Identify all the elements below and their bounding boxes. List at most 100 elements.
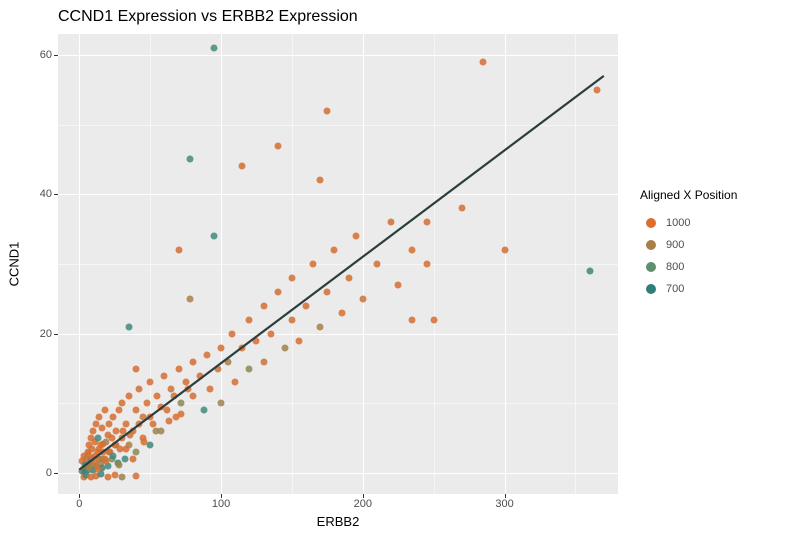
scatter-point: [171, 393, 178, 400]
legend-label: 700: [666, 283, 684, 295]
legend-label: 1000: [666, 217, 690, 229]
scatter-point: [120, 428, 127, 435]
scatter-point: [423, 261, 430, 268]
scatter-point: [165, 417, 172, 424]
scatter-point: [123, 421, 130, 428]
scatter-point: [281, 344, 288, 351]
plot-panel: [58, 34, 618, 494]
y-tick-label: 20: [40, 328, 52, 340]
scatter-point: [274, 142, 281, 149]
y-tick-label: 60: [40, 49, 52, 61]
scatter-point: [189, 393, 196, 400]
scatter-point: [132, 407, 139, 414]
scatter-point: [186, 156, 193, 163]
scatter-point: [189, 358, 196, 365]
scatter-point: [125, 393, 132, 400]
scatter-point: [274, 288, 281, 295]
scatter-point: [388, 219, 395, 226]
legend-swatch: [646, 240, 656, 250]
scatter-point: [409, 316, 416, 323]
legend-row: 1000: [640, 212, 790, 234]
scatter-point: [196, 372, 203, 379]
scatter-point: [175, 247, 182, 254]
scatter-point: [593, 86, 600, 93]
x-tick-label: 0: [76, 498, 82, 510]
scatter-point: [480, 58, 487, 65]
scatter-point: [267, 330, 274, 337]
scatter-point: [338, 309, 345, 316]
scatter-point: [118, 474, 125, 481]
scatter-point: [132, 472, 139, 479]
scatter-point: [430, 316, 437, 323]
scatter-point: [586, 267, 593, 274]
scatter-point: [229, 330, 236, 337]
legend-row: 800: [640, 256, 790, 278]
scatter-point: [232, 379, 239, 386]
scatter-point: [501, 247, 508, 254]
chart-title: CCND1 Expression vs ERBB2 Expression: [58, 8, 358, 26]
scatter-point: [423, 219, 430, 226]
scatter-point: [132, 449, 139, 456]
scatter-point: [154, 393, 161, 400]
x-tick-label: 100: [212, 498, 230, 510]
legend-swatch: [646, 284, 656, 294]
scatter-point: [168, 386, 175, 393]
scatter-point: [324, 288, 331, 295]
tick-mark-y: [54, 55, 58, 56]
scatter-point: [178, 410, 185, 417]
scatter-point: [182, 379, 189, 386]
scatter-point: [218, 400, 225, 407]
legend-row: 700: [640, 278, 790, 300]
scatter-point: [90, 428, 97, 435]
gridline-h-minor: [58, 403, 618, 404]
scatter-point: [115, 407, 122, 414]
scatter-point: [215, 365, 222, 372]
scatter-point: [161, 372, 168, 379]
scatter-point: [108, 435, 115, 442]
scatter-point: [110, 414, 117, 421]
tick-mark-y: [54, 194, 58, 195]
scatter-point: [459, 205, 466, 212]
scatter-point: [127, 431, 134, 438]
scatter-point: [409, 247, 416, 254]
scatter-point: [152, 428, 159, 435]
scatter-point: [395, 281, 402, 288]
scatter-point: [288, 316, 295, 323]
scatter-point: [324, 107, 331, 114]
scatter-point: [147, 414, 154, 421]
scatter-point: [100, 440, 107, 447]
scatter-point: [147, 379, 154, 386]
legend-swatch: [646, 218, 656, 228]
scatter-point: [225, 358, 232, 365]
x-tick-label: 200: [354, 498, 372, 510]
scatter-point: [253, 337, 260, 344]
scatter-point: [210, 233, 217, 240]
scatter-point: [118, 435, 125, 442]
scatter-point: [260, 358, 267, 365]
scatter-point: [103, 457, 110, 464]
scatter-point: [135, 386, 142, 393]
scatter-point: [296, 337, 303, 344]
tick-mark-y: [54, 334, 58, 335]
legend-label: 800: [666, 261, 684, 273]
color-legend: Aligned X Position 1000900800700: [640, 188, 790, 300]
scatter-point: [352, 233, 359, 240]
legend-row: 900: [640, 234, 790, 256]
scatter-point: [201, 407, 208, 414]
scatter-point: [118, 400, 125, 407]
scatter-point: [113, 428, 120, 435]
scatter-point: [101, 407, 108, 414]
scatter-point: [115, 461, 122, 468]
scatter-point: [121, 456, 128, 463]
scatter-point: [203, 351, 210, 358]
scatter-point: [331, 247, 338, 254]
y-tick-label: 0: [46, 467, 52, 479]
tick-mark-y: [54, 473, 58, 474]
scatter-point: [246, 316, 253, 323]
scatter-point: [345, 274, 352, 281]
scatter-point: [96, 414, 103, 421]
scatter-point: [144, 400, 151, 407]
scatter-point: [140, 414, 147, 421]
gridline-h: [58, 473, 618, 474]
scatter-point: [141, 438, 148, 445]
